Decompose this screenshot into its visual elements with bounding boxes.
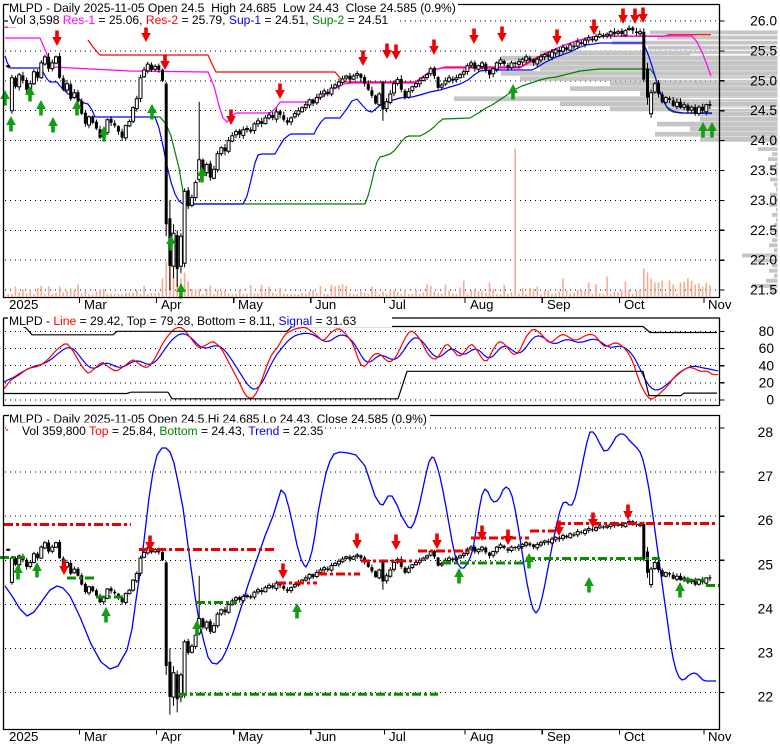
svg-text:2025: 2025: [9, 729, 38, 744]
svg-text:Mar: Mar: [84, 297, 107, 312]
svg-text:Apr: Apr: [161, 729, 182, 744]
svg-text:Nov: Nov: [708, 297, 732, 312]
svg-text:60: 60: [759, 341, 775, 356]
svg-text:25.0: 25.0: [750, 73, 777, 88]
svg-text:23.5: 23.5: [750, 163, 777, 178]
svg-text:20: 20: [759, 375, 775, 390]
svg-text:Jun: Jun: [315, 297, 336, 312]
svg-text:80: 80: [759, 324, 775, 339]
svg-text:Vol 3,598 Res-1 = 25.06, Res-2: Vol 3,598 Res-1 = 25.06, Res-2 = 25.79, …: [9, 13, 389, 27]
svg-text:Jun: Jun: [315, 729, 336, 744]
svg-text:Aug: Aug: [470, 729, 493, 744]
svg-text:Sep: Sep: [547, 729, 570, 744]
svg-text:22: 22: [758, 690, 773, 705]
svg-text:Jul: Jul: [389, 297, 406, 312]
svg-text:25.5: 25.5: [750, 43, 777, 58]
svg-text:Jul: Jul: [389, 729, 406, 744]
svg-text:May: May: [238, 729, 263, 744]
svg-text:23.0: 23.0: [750, 193, 777, 208]
svg-text:MLPD - Line = 29.42, Top = 79.: MLPD - Line = 29.42, Top = 79.28, Bottom…: [9, 314, 356, 328]
svg-text:0: 0: [766, 393, 774, 408]
svg-text:Oct: Oct: [624, 297, 645, 312]
svg-text:24: 24: [758, 601, 774, 616]
svg-text:24.5: 24.5: [750, 103, 777, 118]
svg-text:26: 26: [758, 513, 774, 528]
svg-text:27: 27: [758, 469, 773, 484]
svg-text:22.5: 22.5: [750, 223, 777, 238]
svg-text:28: 28: [758, 425, 774, 440]
svg-text:2025: 2025: [9, 297, 38, 312]
svg-text:40: 40: [759, 358, 775, 373]
svg-text:Sep: Sep: [547, 297, 570, 312]
svg-text:23: 23: [758, 646, 774, 661]
svg-text:22.0: 22.0: [750, 253, 777, 268]
svg-text:Aug: Aug: [470, 297, 493, 312]
svg-text:26.0: 26.0: [750, 14, 777, 29]
svg-text:24.0: 24.0: [750, 133, 777, 148]
svg-text:Vol 359,800 Top = 25.84, Botto: Vol 359,800 Top = 25.84, Bottom = 24.43,…: [22, 424, 324, 438]
svg-text:Oct: Oct: [624, 729, 645, 744]
svg-text:21.5: 21.5: [750, 283, 777, 298]
svg-text:MLPD - Daily 2025-11-05 Open 2: MLPD - Daily 2025-11-05 Open 24.5 High 2…: [9, 1, 456, 15]
svg-text:Apr: Apr: [161, 297, 182, 312]
svg-text:Nov: Nov: [708, 729, 732, 744]
svg-text:25: 25: [758, 557, 774, 572]
svg-text:May: May: [238, 297, 263, 312]
svg-text:Mar: Mar: [84, 729, 107, 744]
